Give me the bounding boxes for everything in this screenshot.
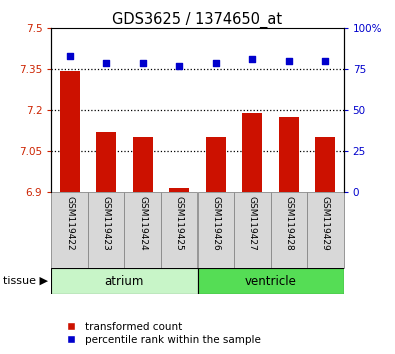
- Text: GSM119425: GSM119425: [175, 195, 184, 250]
- Bar: [315, 137, 335, 192]
- Bar: [124, 192, 161, 268]
- Bar: [271, 192, 307, 268]
- Bar: [96, 132, 116, 192]
- Text: ventricle: ventricle: [245, 275, 297, 287]
- Point: [103, 60, 109, 65]
- Bar: [206, 137, 226, 192]
- Point: [213, 60, 219, 65]
- Point: [286, 58, 292, 64]
- Point: [249, 57, 256, 62]
- Bar: [51, 192, 88, 268]
- Bar: [161, 192, 198, 268]
- Point: [322, 58, 329, 64]
- Bar: [198, 192, 234, 268]
- Bar: [234, 192, 271, 268]
- Bar: [198, 268, 344, 294]
- Text: GSM119426: GSM119426: [211, 195, 220, 250]
- Text: GSM119423: GSM119423: [102, 195, 111, 250]
- Bar: [51, 268, 198, 294]
- Point: [139, 60, 146, 65]
- Point: [66, 53, 73, 59]
- Text: GSM119428: GSM119428: [284, 195, 293, 250]
- Bar: [242, 113, 262, 192]
- Legend: transformed count, percentile rank within the sample: transformed count, percentile rank withi…: [56, 317, 265, 349]
- Bar: [88, 192, 124, 268]
- Text: GSM119422: GSM119422: [65, 195, 74, 250]
- Text: GSM119429: GSM119429: [321, 195, 330, 250]
- Bar: [60, 70, 80, 192]
- Point: [176, 63, 182, 69]
- Bar: [133, 137, 153, 192]
- Bar: [169, 188, 189, 192]
- Bar: [279, 117, 299, 192]
- Text: GSM119424: GSM119424: [138, 195, 147, 250]
- Title: GDS3625 / 1374650_at: GDS3625 / 1374650_at: [113, 12, 282, 28]
- Text: GSM119427: GSM119427: [248, 195, 257, 250]
- Text: tissue ▶: tissue ▶: [3, 276, 48, 286]
- Text: atrium: atrium: [105, 275, 144, 287]
- Bar: [307, 192, 344, 268]
